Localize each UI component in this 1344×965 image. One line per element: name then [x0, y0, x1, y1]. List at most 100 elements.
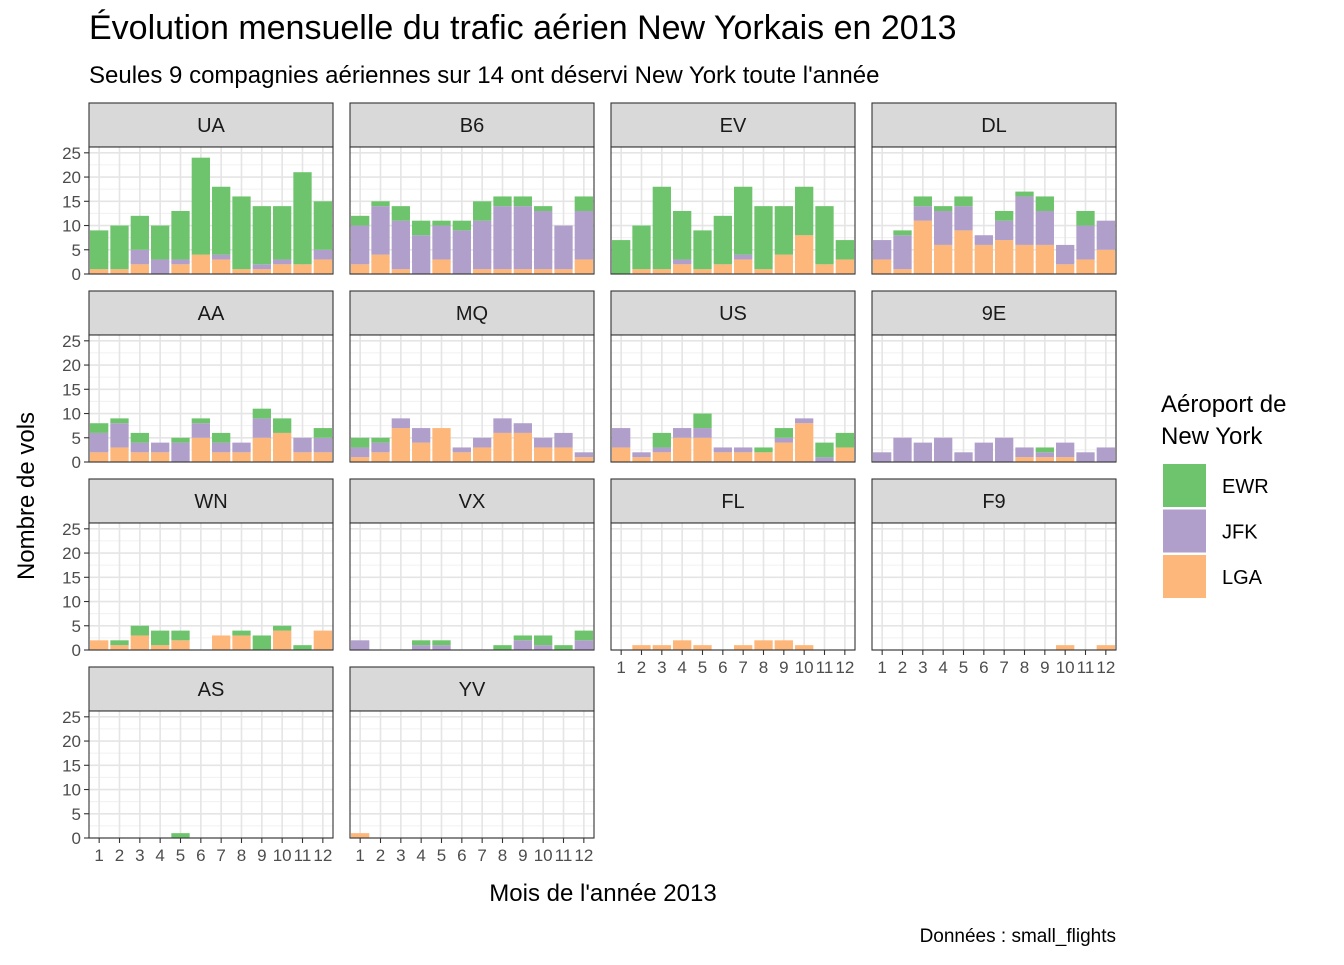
bar-B6-LGA-month-12: [574, 259, 593, 274]
bar-B6-EWR-month-4: [412, 220, 431, 236]
y-tick-label: 5: [72, 617, 81, 636]
bar-UA-EWR-month-3: [130, 215, 149, 250]
bar-UA-LGA-month-11: [293, 264, 312, 274]
bar-B6-JFK-month-10: [534, 210, 553, 270]
facet-strip-label: F9: [982, 491, 1005, 513]
legend-label-JFK: JFK: [1222, 522, 1258, 544]
bar-DL-LGA-month-2: [893, 269, 912, 274]
facet-strip-label: MQ: [456, 303, 488, 325]
facet-strip-label: AA: [198, 303, 225, 325]
bar-9E-JFK-month-6: [974, 442, 993, 462]
bar-9E-JFK-month-4: [934, 437, 953, 462]
bar-B6-EWR-month-8: [493, 196, 512, 207]
bar-UA-LGA-month-5: [171, 264, 190, 274]
bar-UA-LGA-month-10: [273, 264, 292, 274]
bar-MQ-JFK-month-2: [371, 442, 390, 453]
bar-MQ-LGA-month-10: [534, 447, 553, 462]
bar-AA-LGA-month-3: [130, 452, 149, 462]
bar-UA-EWR-month-7: [212, 186, 231, 255]
bar-B6-JFK-month-3: [391, 220, 410, 270]
bar-B6-JFK-month-6: [452, 230, 471, 274]
facet-strip: [88, 290, 334, 336]
bar-B6-EWR-month-1: [351, 215, 370, 226]
bar-FL-LGA-month-7: [734, 645, 753, 650]
x-tick-label: 2: [637, 658, 646, 677]
bar-AA-EWR-month-9: [252, 408, 271, 419]
bar-FL-LGA-month-9: [774, 640, 793, 650]
bar-WN-LGA-month-8: [232, 635, 251, 650]
panel-border: [871, 146, 1117, 275]
facet-strip-label: AS: [198, 679, 225, 701]
bar-AA-LGA-month-9: [252, 437, 271, 462]
bar-DL-LGA-month-7: [995, 240, 1014, 274]
bar-DL-JFK-month-8: [1015, 196, 1034, 245]
y-tick-label: 25: [62, 708, 81, 727]
bar-UA-LGA-month-3: [130, 264, 149, 274]
bar-DL-LGA-month-9: [1035, 244, 1054, 274]
bar-DL-EWR-month-9: [1035, 196, 1054, 211]
bar-VX-EWR-month-10: [534, 635, 553, 646]
x-tick-label: 3: [135, 846, 144, 865]
bar-DL-LGA-month-3: [913, 220, 932, 274]
bar-AA-EWR-month-3: [130, 432, 149, 443]
panel-background: [872, 147, 1116, 274]
bar-AA-JFK-month-2: [110, 423, 129, 448]
bar-VX-EWR-month-8: [493, 645, 512, 650]
bar-AA-JFK-month-5: [171, 442, 190, 462]
y-tick-label: 0: [72, 265, 81, 284]
bar-UA-LGA-month-12: [313, 259, 332, 274]
bar-9E-JFK-month-9: [1035, 452, 1054, 458]
bar-EV-EWR-month-9: [774, 206, 793, 255]
bar-US-JFK-month-2: [632, 452, 651, 458]
panel-background: [350, 523, 594, 650]
x-tick-label: 7: [738, 658, 747, 677]
x-tick-label: 4: [677, 658, 686, 677]
bar-B6-LGA-month-7: [473, 269, 492, 274]
bar-UA-JFK-month-12: [313, 249, 332, 260]
bar-US-JFK-month-9: [774, 437, 793, 443]
bar-EV-EWR-month-6: [713, 215, 732, 265]
chart-caption: Données : small_flights: [920, 926, 1116, 947]
bar-B6-LGA-month-2: [371, 254, 390, 274]
bar-9E-JFK-month-8: [1015, 447, 1034, 458]
bar-EV-JFK-month-7: [734, 254, 753, 260]
bar-UA-EWR-month-8: [232, 196, 251, 270]
x-tick-label: 1: [877, 658, 886, 677]
bar-EV-EWR-month-5: [693, 230, 712, 270]
bar-UA-LGA-month-8: [232, 269, 251, 274]
bar-US-JFK-month-4: [673, 428, 692, 438]
bar-AA-JFK-month-8: [232, 442, 251, 453]
facet-strip-label: UA: [197, 115, 225, 137]
bar-9E-LGA-month-9: [1035, 457, 1054, 462]
bar-B6-JFK-month-8: [493, 206, 512, 270]
bar-WN-EWR-month-8: [232, 630, 251, 636]
bar-UA-LGA-month-9: [252, 269, 271, 274]
panel-background: [611, 523, 855, 650]
x-tick-label: 9: [257, 846, 266, 865]
facet-strip-label: WN: [194, 491, 227, 513]
x-tick-label: 6: [457, 846, 466, 865]
bar-UA-JFK-month-3: [130, 249, 149, 265]
panel-border: [349, 710, 595, 839]
bar-UA-JFK-month-10: [273, 259, 292, 265]
bar-EV-EWR-month-10: [795, 186, 814, 236]
facet-strip: [349, 290, 595, 336]
bar-VX-EWR-month-11: [554, 645, 573, 650]
bar-9E-LGA-month-8: [1015, 457, 1034, 462]
bar-B6-EWR-month-6: [452, 220, 471, 231]
panel-background: [872, 335, 1116, 462]
x-tick-label: 2: [898, 658, 907, 677]
panel-background: [350, 711, 594, 838]
panel-border: [88, 522, 334, 651]
facet-panel-WN: WN 0 5 10 15 20 25: [62, 478, 334, 660]
bar-DL-JFK-month-9: [1035, 210, 1054, 245]
bar-EV-LGA-month-12: [835, 259, 854, 274]
bar-B6-LGA-month-1: [351, 264, 370, 274]
facet-panel-US: US: [610, 290, 856, 463]
legend-key-LGA: [1163, 555, 1206, 598]
facet-strip-label: US: [719, 303, 747, 325]
x-tick-label: 7: [216, 846, 225, 865]
bar-UA-EWR-month-5: [171, 210, 190, 260]
legend-title-line-2: New York: [1161, 423, 1263, 450]
